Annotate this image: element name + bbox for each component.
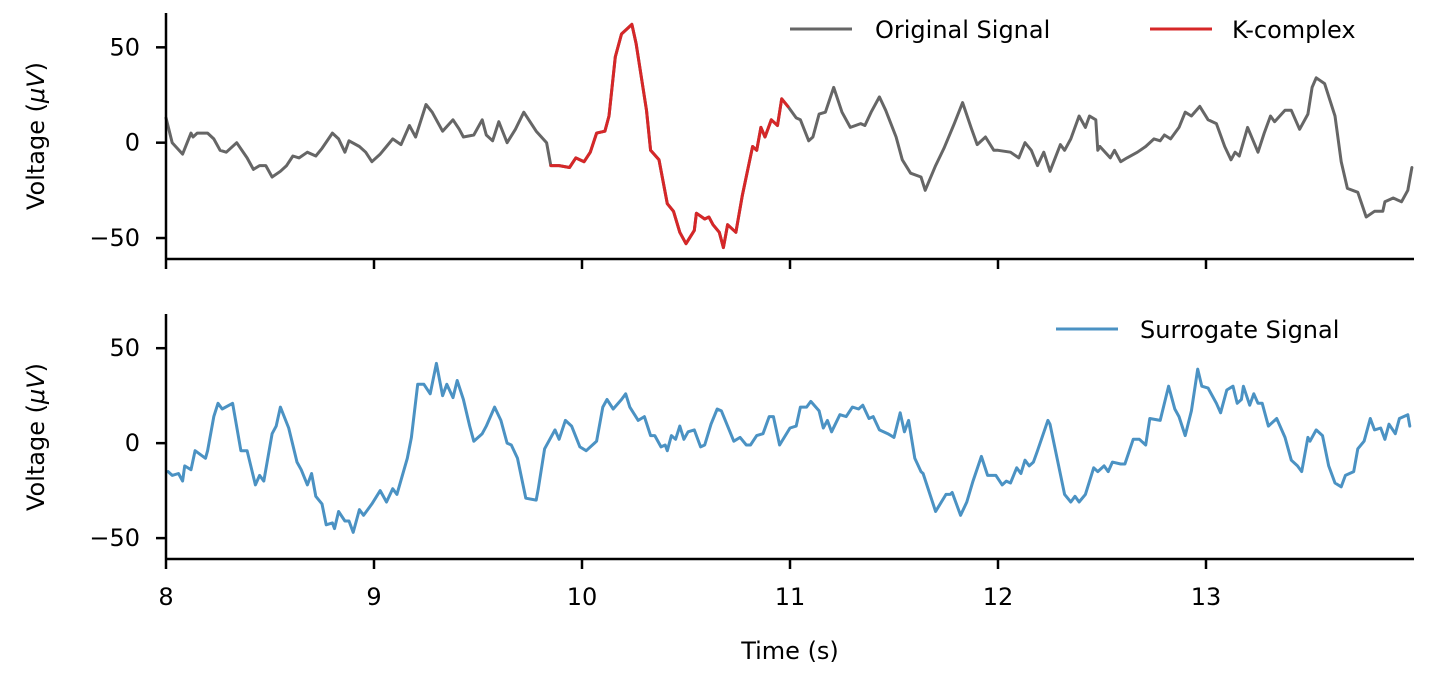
x-tick-label: 9 bbox=[366, 583, 381, 611]
x-tick-label: 13 bbox=[1191, 583, 1222, 611]
bottom-x-ticks: 8 9 10 11 12 13 bbox=[158, 559, 1221, 611]
bottom-y-ticks: 50 0 −50 bbox=[89, 334, 166, 552]
x-axis-label: Time (s) bbox=[740, 637, 839, 665]
legend-label-surrogate: Surrogate Signal bbox=[1140, 316, 1339, 344]
top-x-ticks bbox=[164, 259, 1208, 269]
series-line-k-complex bbox=[549, 22, 790, 250]
bottom-legend: Surrogate Signal bbox=[1056, 316, 1339, 344]
bottom-y-axis-label: Voltage (μV) bbox=[22, 363, 50, 511]
y-tick-label: −50 bbox=[89, 224, 140, 252]
x-tick-label: 12 bbox=[983, 583, 1014, 611]
x-tick-label: 8 bbox=[158, 583, 173, 611]
top-axes: 50 0 −50 Voltage (μV) Original Signal K-co… bbox=[22, 13, 1414, 269]
y-tick-label: 0 bbox=[125, 129, 140, 157]
y-tick-label: 50 bbox=[109, 33, 140, 61]
bottom-plot-area bbox=[166, 361, 1412, 534]
top-plot-area bbox=[164, 22, 1414, 250]
legend-label-kcomplex: K-complex bbox=[1232, 16, 1356, 44]
y-tick-label: −50 bbox=[89, 524, 140, 552]
y-tick-label: 50 bbox=[109, 334, 140, 362]
top-legend: Original Signal K-complex bbox=[790, 16, 1356, 44]
x-tick-label: 11 bbox=[775, 583, 806, 611]
top-y-ticks: 50 0 −50 bbox=[89, 33, 166, 252]
y-tick-label: 0 bbox=[125, 429, 140, 457]
x-tick-label: 10 bbox=[567, 583, 598, 611]
series-line-surrogate-signal bbox=[166, 361, 1412, 534]
top-y-axis-label: Voltage (μV) bbox=[22, 62, 50, 210]
bottom-axes: 500−50 8 9 10 11 12 13 Voltage (μV) Time (s) … bbox=[22, 314, 1414, 665]
series-line-original-signal bbox=[164, 22, 1414, 250]
legend-label-original: Original Signal bbox=[875, 16, 1050, 44]
